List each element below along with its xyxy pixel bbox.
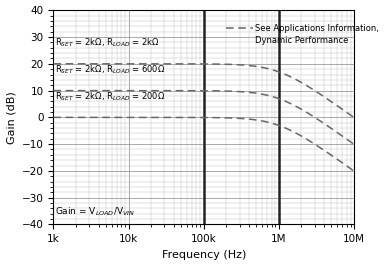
Text: R$_{SET}$ = 2kΩ, R$_{LOAD}$ = 600Ω: R$_{SET}$ = 2kΩ, R$_{LOAD}$ = 600Ω bbox=[55, 63, 165, 76]
Text: R$_{SET}$ = 2kΩ, R$_{LOAD}$ = 200Ω: R$_{SET}$ = 2kΩ, R$_{LOAD}$ = 200Ω bbox=[55, 90, 165, 103]
Text: Gain = V$_{LOAD}$/V$_{VIN}$: Gain = V$_{LOAD}$/V$_{VIN}$ bbox=[55, 205, 135, 218]
X-axis label: Frequency (Hz): Frequency (Hz) bbox=[161, 250, 246, 260]
Text: Dynamic Performance: Dynamic Performance bbox=[256, 36, 349, 44]
Y-axis label: Gain (dB): Gain (dB) bbox=[6, 91, 16, 144]
Text: R$_{SET}$ = 2kΩ, R$_{LOAD}$ = 2kΩ: R$_{SET}$ = 2kΩ, R$_{LOAD}$ = 2kΩ bbox=[55, 37, 159, 49]
Text: See Applications Information,: See Applications Information, bbox=[256, 24, 379, 33]
